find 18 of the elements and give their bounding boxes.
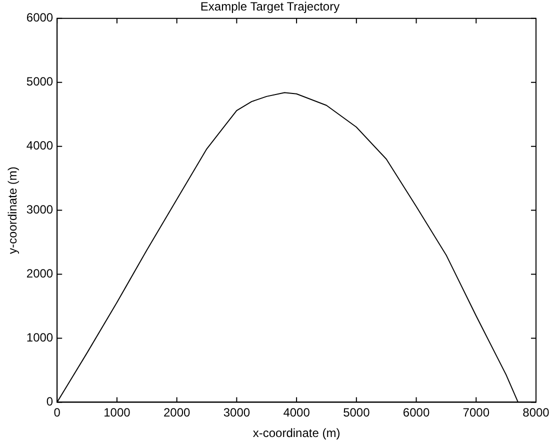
y-tick-label: 6000 — [26, 10, 54, 25]
x-tick-label: 4000 — [283, 406, 310, 420]
y-tick-label: 3000 — [26, 202, 54, 217]
x-tick-label: 3000 — [223, 406, 250, 420]
x-tick-label: 1000 — [104, 406, 131, 420]
y-tick-label: 0 — [46, 394, 54, 409]
x-tick-label: 5000 — [343, 406, 370, 420]
x-tick-label: 6000 — [402, 406, 430, 420]
y-axis-title: y-coordinate (m) — [6, 166, 20, 254]
x-axis-title: x-coordinate (m) — [252, 426, 340, 440]
chart-title: Example Target Trajectory — [200, 0, 340, 14]
y-tick-label: 2000 — [26, 266, 54, 281]
x-tick-label: 2000 — [163, 406, 190, 420]
y-tick-label: 5000 — [26, 74, 54, 89]
x-tick-label: 7000 — [462, 406, 490, 420]
y-tick-label: 4000 — [26, 138, 54, 153]
x-tick-label: 8000 — [522, 406, 550, 420]
y-tick-label: 1000 — [26, 330, 54, 345]
